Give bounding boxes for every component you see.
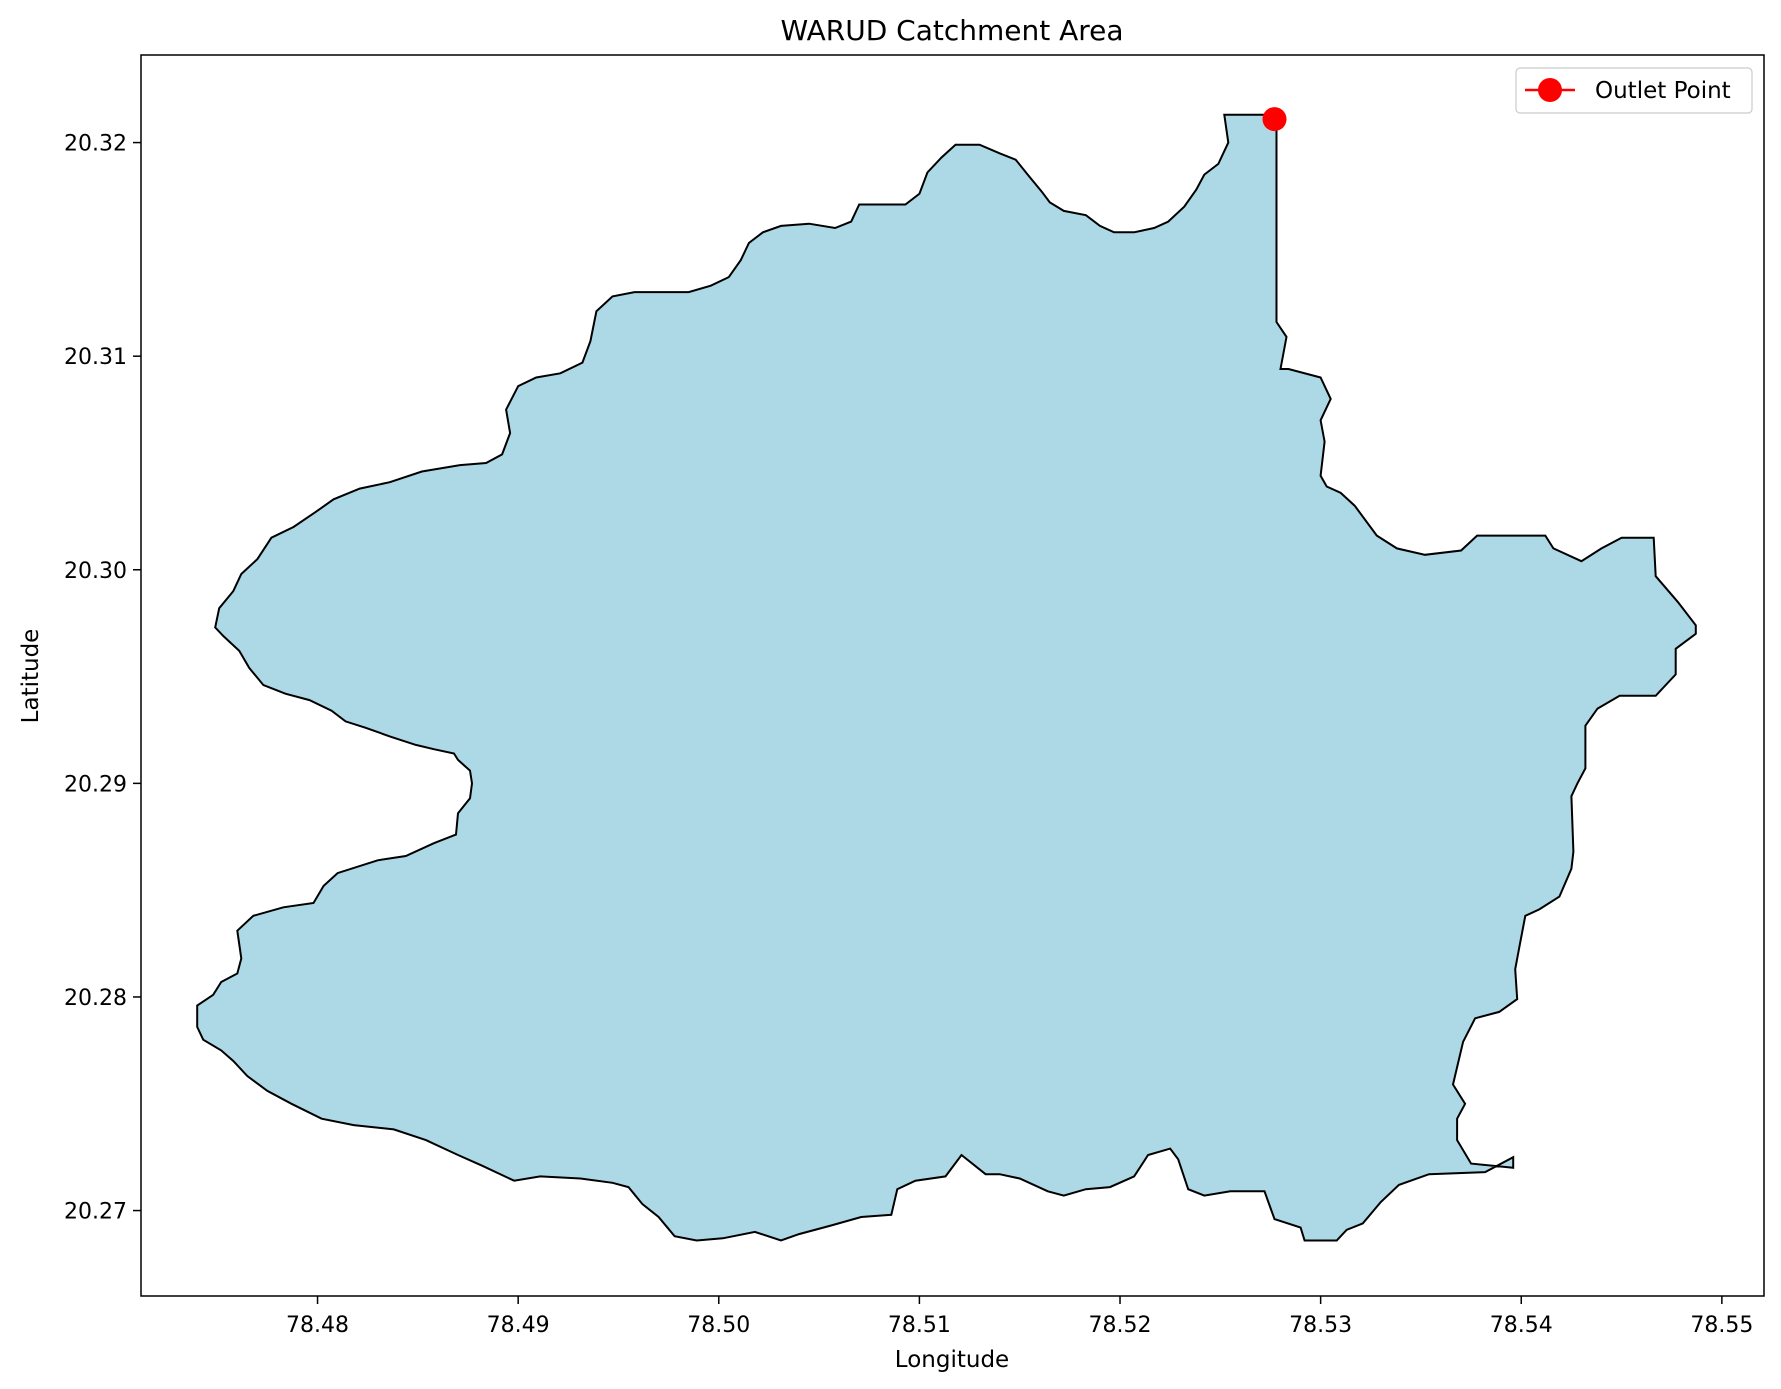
x-tick-label: 78.52 xyxy=(1089,1313,1152,1338)
outlet-point-marker xyxy=(1262,107,1287,132)
catchment-polygon xyxy=(196,113,1697,1242)
y-tick-label: 20.29 xyxy=(64,772,127,797)
x-axis-label: Longitude xyxy=(895,1347,1009,1373)
x-tick-label: 78.49 xyxy=(487,1313,550,1338)
y-axis-ticks: 20.27 20.28 20.29 20.30 20.31 20.32 xyxy=(64,132,141,1225)
y-tick-label: 20.28 xyxy=(64,986,127,1011)
x-axis-ticks: 78.48 78.49 78.50 78.51 78.52 78.53 78.54 78.55 xyxy=(286,1296,1753,1338)
legend-entry-outlet-point: Outlet Point xyxy=(1595,78,1731,104)
x-tick-label: 78.55 xyxy=(1690,1313,1753,1338)
y-tick-label: 20.32 xyxy=(64,132,127,157)
legend: Outlet Point xyxy=(1515,67,1753,114)
legend-marker-swatch xyxy=(1538,78,1562,102)
axes-frame xyxy=(140,54,1765,1297)
x-tick-label: 78.53 xyxy=(1289,1313,1352,1338)
x-tick-label: 78.50 xyxy=(687,1313,750,1338)
y-tick-label: 20.27 xyxy=(64,1200,127,1225)
plot-area xyxy=(196,107,1697,1242)
x-tick-label: 78.51 xyxy=(888,1313,951,1338)
y-tick-label: 20.31 xyxy=(64,345,127,370)
chart-title: WARUD Catchment Area xyxy=(780,14,1123,47)
legend-box xyxy=(1515,67,1753,114)
y-axis-label: Latitude xyxy=(18,629,44,724)
x-tick-label: 78.48 xyxy=(286,1313,349,1338)
x-tick-label: 78.54 xyxy=(1490,1313,1553,1338)
y-tick-label: 20.30 xyxy=(64,559,127,584)
